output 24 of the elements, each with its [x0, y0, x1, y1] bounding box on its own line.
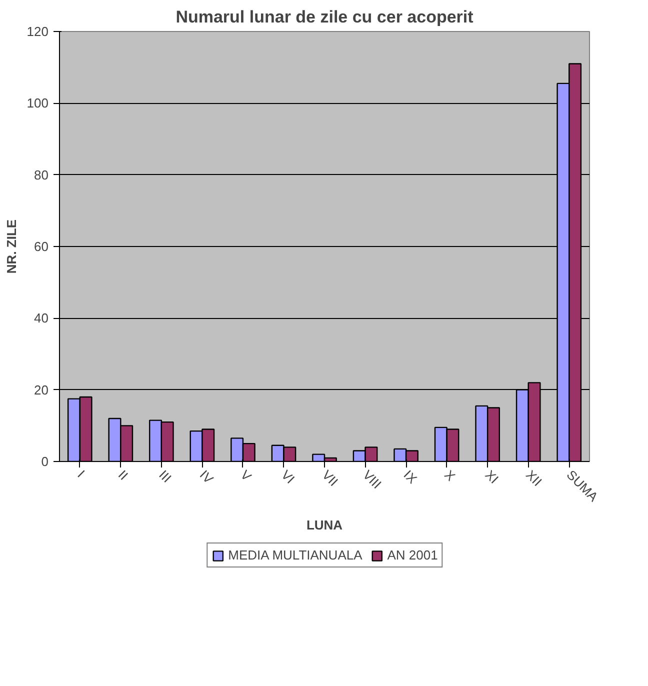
x-tick-label: XII [523, 467, 545, 490]
x-axis-title: LUNA [306, 518, 344, 533]
x-tick-label: V [238, 467, 255, 484]
y-tick-label: 20 [34, 382, 49, 398]
x-tick-label: XI [482, 467, 502, 486]
chart-title: Numarul lunar de zile cu cer acoperit [176, 8, 474, 26]
x-tick-label: IV [196, 467, 216, 487]
y-tick-label: 0 [41, 454, 49, 469]
x-tick-label: III [156, 467, 174, 486]
y-tick-label: 80 [34, 167, 49, 182]
x-tick-label: X [442, 467, 458, 484]
x-tick-label: I [74, 467, 88, 480]
x-tick-label: IX [400, 467, 420, 487]
x-tick-label: VIII [360, 467, 384, 492]
x-tick-label: VII [319, 467, 342, 490]
x-tick-label: VI [278, 467, 298, 486]
y-tick-label: 60 [34, 239, 49, 254]
y-tick-label: 120 [26, 24, 49, 39]
y-tick-label: 100 [26, 96, 49, 111]
legend-label: AN 2001 [387, 548, 438, 562]
y-tick-label: 40 [34, 310, 49, 326]
legend-label: MEDIA MULTIANUALA [228, 548, 362, 562]
y-axis-title: NR. ZILE [4, 219, 19, 274]
x-tick-label: II [115, 467, 132, 483]
